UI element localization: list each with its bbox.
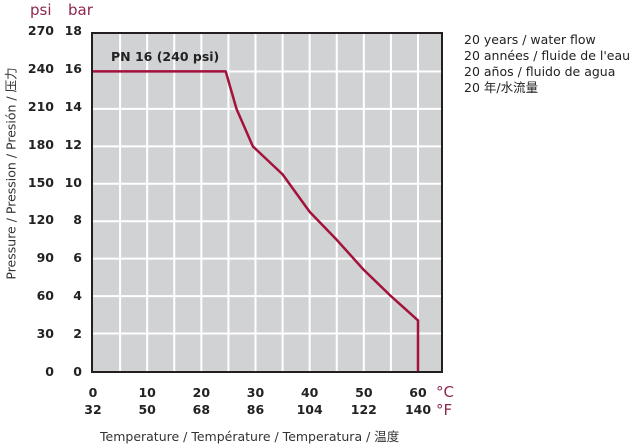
- x-tick-fahrenheit: 32: [84, 402, 102, 417]
- legend-line: 20 años / fluido de agua: [464, 64, 616, 79]
- y-tick-bar: 6: [73, 250, 82, 266]
- y-tick-bar: 10: [64, 174, 82, 190]
- legend-line: 20 年/水流量: [464, 80, 539, 95]
- y-tick-psi: 30: [36, 326, 54, 342]
- x-tick-fahrenheit: 122: [350, 402, 377, 417]
- x-tick-fahrenheit: 86: [246, 402, 265, 417]
- y-tick-bar: 12: [64, 136, 82, 152]
- y-unit-bar: bar: [68, 1, 93, 19]
- x-unit-fahrenheit: °F: [436, 401, 453, 419]
- y-tick-bar: 4: [73, 288, 82, 304]
- y-tick-psi: 210: [27, 98, 54, 114]
- x-tick-celsius: 60: [409, 385, 427, 400]
- x-tick-fahrenheit: 50: [138, 402, 156, 417]
- pressure-curve: [93, 70, 420, 371]
- x-unit-celsius: °C: [436, 383, 454, 401]
- x-tick-celsius: 20: [192, 385, 211, 400]
- x-tick-fahrenheit: 68: [192, 402, 211, 417]
- y-tick-psi: 150: [27, 174, 54, 190]
- y-tick-psi: 180: [27, 136, 54, 152]
- y-tick-psi: 60: [36, 288, 54, 304]
- plot-area: PN 16 (240 psi): [91, 32, 443, 373]
- x-tick-fahrenheit: 140: [404, 402, 432, 417]
- y-axis-label: Pressure / Pression / Presión / 压力: [3, 67, 19, 280]
- y-tick-bar: 18: [64, 23, 82, 38]
- legend: 20 years / water flow 20 années / fluide…: [464, 32, 630, 96]
- y-tick-psi: 0: [45, 364, 54, 379]
- legend-line: 20 années / fluide de l'eau: [464, 48, 631, 63]
- y-tick-bar: 8: [73, 212, 82, 228]
- pn-annotation: PN 16 (240 psi): [111, 49, 220, 64]
- x-tick-fahrenheit: 104: [296, 402, 323, 417]
- y-tick-bar: 16: [64, 60, 82, 76]
- x-tick-celsius: 40: [300, 385, 319, 400]
- y-tick-psi: 120: [27, 212, 54, 228]
- x-tick-celsius: 50: [355, 385, 373, 400]
- x-axis-label: Temperature / Température / Temperatura …: [100, 429, 400, 444]
- y-tick-psi: 240: [27, 60, 54, 76]
- x-tick-celsius: 30: [246, 385, 265, 400]
- x-tick-celsius: 10: [138, 385, 156, 400]
- legend-line: 20 years / water flow: [464, 32, 596, 47]
- y-tick-psi: 270: [27, 23, 54, 38]
- chart-canvas: [93, 34, 441, 371]
- y-tick-bar: 2: [73, 326, 82, 342]
- y-tick-psi: 90: [36, 250, 54, 266]
- x-tick-celsius: 0: [88, 385, 98, 400]
- y-unit-psi: psi: [30, 1, 52, 19]
- y-tick-bar: 14: [64, 98, 82, 114]
- y-tick-bar: 0: [73, 364, 82, 379]
